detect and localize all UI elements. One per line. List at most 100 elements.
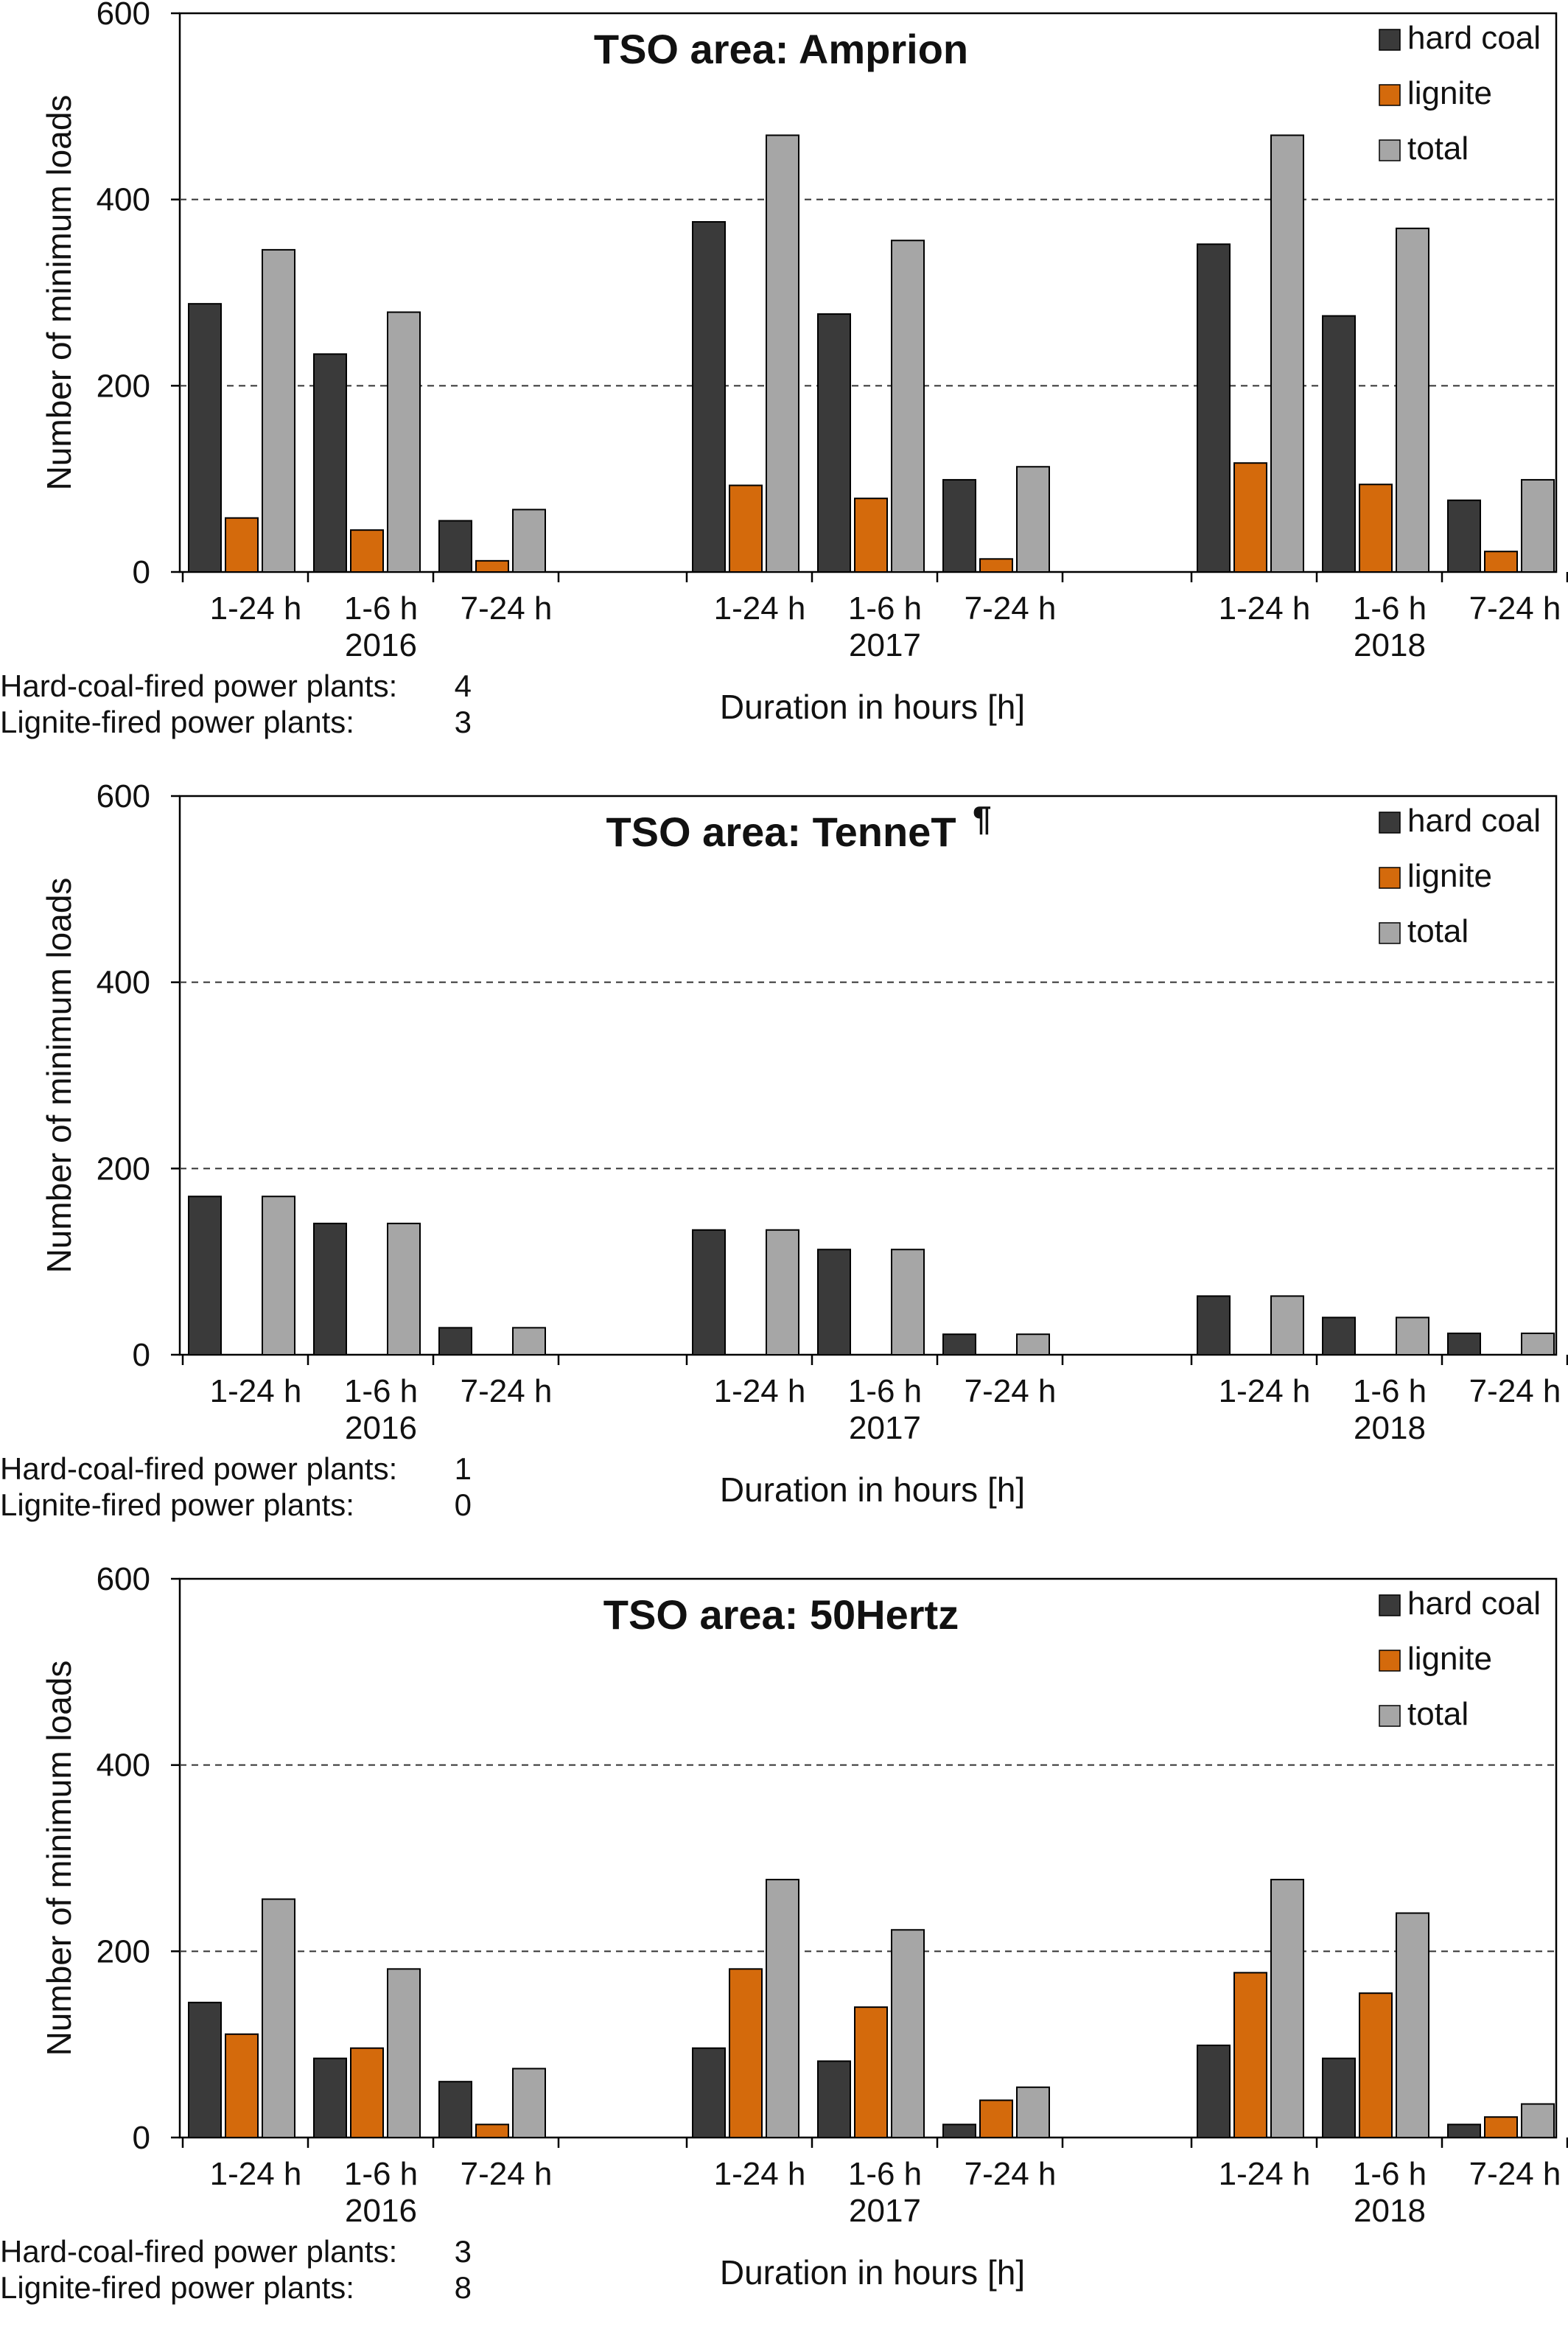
legend-label-lignite: lignite	[1407, 75, 1492, 111]
note-label: Hard-coal-fired power plants:	[0, 2234, 397, 2269]
bar-hard-coal-2017-0	[692, 220, 726, 573]
bar-lignite-2018-1	[1359, 1992, 1393, 2139]
category-label: 1-6 h	[848, 1373, 922, 1409]
category-label: 7-24 h	[461, 2156, 553, 2192]
category-label: 1-6 h	[1353, 2156, 1427, 2192]
y-axis-label: Number of minimum loads	[40, 95, 78, 491]
bar-total-2018-1	[1396, 227, 1429, 573]
bar-hard-coal-2016-1	[313, 353, 347, 573]
bar-lignite-2017-0	[729, 1968, 763, 2138]
note-value: 8	[455, 2270, 472, 2305]
legend-label-total: total	[1407, 1696, 1469, 1732]
note-value: 0	[455, 1487, 472, 1522]
y-tick-label: 400	[97, 965, 150, 1001]
category-label: 7-24 h	[965, 2156, 1057, 2192]
amprion-chart: 0 200 400 600 Number of minimum loads 1-24 h 1…	[0, 0, 1568, 739]
note-label: Hard-coal-fired power plants:	[0, 1451, 397, 1486]
category-label: 7-24 h	[1469, 1373, 1561, 1409]
y-tick-label: 400	[97, 182, 150, 218]
legend-swatch-lignite	[1379, 1650, 1401, 1672]
y-tick-label: 600	[97, 1566, 150, 1597]
legend-swatch-lignite	[1379, 867, 1401, 889]
bar-total-2017-2	[1016, 2086, 1050, 2139]
bar-lignite-2018-0	[1233, 1972, 1267, 2139]
bar-total-2016-0	[262, 1898, 295, 2138]
category-label: 7-24 h	[461, 590, 553, 627]
y-tick-label: 400	[97, 1748, 150, 1784]
bar-lignite-2016-2	[475, 2124, 509, 2139]
bar-hard-coal-2017-1	[817, 1249, 851, 1356]
bar-hard-coal-2017-1	[817, 2060, 851, 2139]
bar-hard-coal-2018-0	[1197, 2044, 1231, 2138]
bar-lignite-2016-2	[475, 559, 509, 573]
bar-total-2017-1	[891, 240, 925, 573]
bar-hard-coal-2018-1	[1322, 315, 1356, 573]
bar-hard-coal-2018-2	[1447, 2124, 1481, 2139]
bar-hard-coal-2016-0	[188, 2001, 222, 2138]
bar-hard-coal-2017-2	[942, 1333, 976, 1355]
bar-total-2017-0	[766, 1879, 799, 2138]
legend-label-lignite: lignite	[1407, 858, 1492, 894]
year-label: 2016	[345, 627, 417, 663]
legend-label-lignite: lignite	[1407, 1641, 1492, 1677]
category-label: 1-6 h	[344, 590, 418, 627]
bar-hard-coal-2018-0	[1197, 1295, 1231, 1355]
y-tick-label: 0	[133, 554, 150, 590]
y-axis-label: Number of minimum loads	[40, 878, 78, 1274]
chart-panel-tennet: 0 200 400 600 Number of minimum loads 1-24 h 1…	[0, 778, 1568, 1566]
note-label: Hard-coal-fired power plants:	[0, 669, 397, 703]
category-label: 1-24 h	[714, 590, 806, 627]
bar-lignite-2018-2	[1484, 551, 1518, 573]
bar-total-2018-2	[1521, 1332, 1555, 1356]
bar-hard-coal-2018-2	[1447, 1332, 1481, 1356]
bar-hard-coal-2018-1	[1322, 1316, 1356, 1356]
legend-swatch-hard-coal	[1379, 29, 1401, 51]
note-value: 1	[455, 1451, 472, 1486]
bar-total-2016-1	[387, 311, 421, 573]
y-tick-label: 200	[97, 368, 150, 404]
bar-total-2017-0	[766, 1229, 799, 1355]
plot-frame	[178, 795, 1558, 1356]
bar-total-2018-2	[1521, 478, 1555, 573]
year-label: 2018	[1354, 2193, 1426, 2229]
legend-swatch-lignite	[1379, 84, 1401, 106]
bar-hard-coal-2016-1	[313, 2057, 347, 2138]
y-tick-label: 0	[133, 1337, 150, 1373]
category-label: 7-24 h	[461, 1373, 553, 1409]
x-axis-label: Duration in hours [h]	[720, 2253, 1025, 2292]
category-label: 1-24 h	[1219, 1373, 1311, 1409]
y-tick-label: 200	[97, 1933, 150, 1969]
category-label: 1-24 h	[210, 2156, 302, 2192]
bar-lignite-2018-2	[1484, 2116, 1518, 2138]
note-value: 3	[455, 2234, 472, 2269]
bar-total-2016-1	[387, 1968, 421, 2138]
year-label: 2018	[1354, 627, 1426, 663]
bar-hard-coal-2016-0	[188, 303, 222, 573]
bar-total-2016-2	[512, 509, 546, 573]
bar-lignite-2016-1	[350, 2047, 384, 2138]
category-label: 1-24 h	[714, 2156, 806, 2192]
bar-lignite-2016-0	[225, 517, 259, 573]
50hertz-chart: 0 200 400 600 Number of minimum loads 1-24 h 1…	[0, 1561, 1568, 2305]
bar-hard-coal-2017-0	[692, 1229, 726, 1355]
category-label: 1-6 h	[848, 2156, 922, 2192]
bar-total-2018-1	[1396, 1316, 1429, 1356]
category-label: 1-6 h	[1353, 1373, 1427, 1409]
y-tick-label: 0	[133, 2120, 150, 2156]
bar-total-2016-1	[387, 1222, 421, 1355]
category-label: 7-24 h	[1469, 590, 1561, 627]
bar-hard-coal-2018-2	[1447, 499, 1481, 573]
bar-lignite-2017-2	[979, 558, 1013, 573]
bar-lignite-2018-1	[1359, 484, 1393, 573]
bar-lignite-2016-0	[225, 2033, 259, 2139]
bar-lignite-2017-2	[979, 2099, 1013, 2139]
category-label: 1-24 h	[1219, 2156, 1311, 2192]
category-label: 1-6 h	[1353, 590, 1427, 627]
note-label: Lignite-fired power plants:	[0, 1487, 354, 1522]
bar-hard-coal-2018-0	[1197, 243, 1231, 573]
category-label: 1-6 h	[344, 2156, 418, 2192]
bar-hard-coal-2016-1	[313, 1222, 347, 1355]
year-label: 2016	[345, 1410, 417, 1446]
category-label: 1-24 h	[1219, 590, 1311, 627]
title-mark: ¶	[973, 799, 992, 837]
